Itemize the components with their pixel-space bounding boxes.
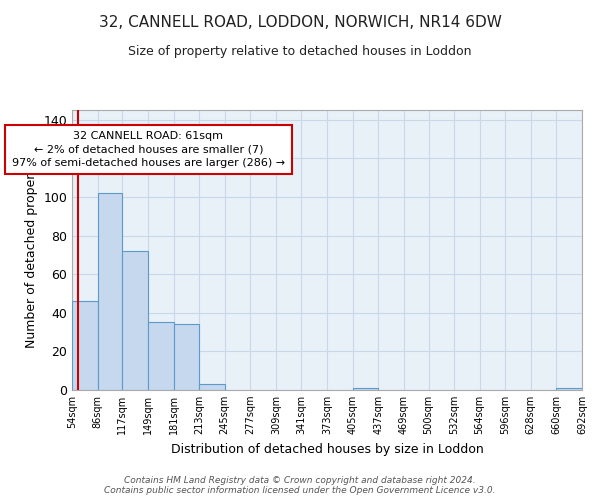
Text: Contains HM Land Registry data © Crown copyright and database right 2024.
Contai: Contains HM Land Registry data © Crown c… (104, 476, 496, 495)
Text: 32 CANNELL ROAD: 61sqm
← 2% of detached houses are smaller (7)
97% of semi-detac: 32 CANNELL ROAD: 61sqm ← 2% of detached … (12, 131, 285, 168)
X-axis label: Distribution of detached houses by size in Loddon: Distribution of detached houses by size … (170, 442, 484, 456)
Bar (72, 301, 98, 390)
Bar (173, 324, 199, 390)
Bar (122, 251, 148, 390)
Bar (148, 322, 173, 390)
Text: 32, CANNELL ROAD, LODDON, NORWICH, NR14 6DW: 32, CANNELL ROAD, LODDON, NORWICH, NR14 … (98, 15, 502, 30)
Text: Size of property relative to detached houses in Loddon: Size of property relative to detached ho… (128, 45, 472, 58)
Bar (98, 193, 122, 390)
Bar (199, 384, 224, 390)
Bar (556, 388, 582, 390)
Y-axis label: Number of detached properties: Number of detached properties (25, 152, 38, 348)
Bar (353, 388, 378, 390)
